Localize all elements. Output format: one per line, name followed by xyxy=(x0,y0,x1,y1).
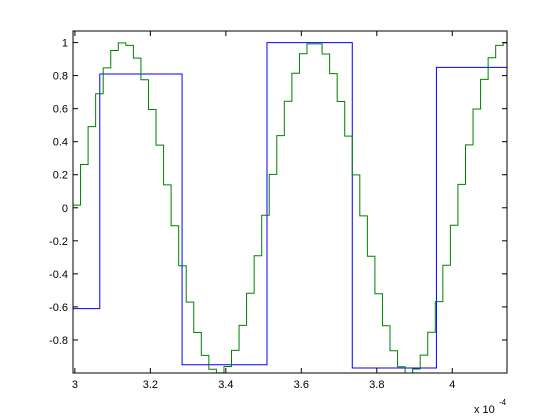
x-tick-label: 3.4 xyxy=(218,379,233,391)
y-tick-label: 1 xyxy=(62,38,68,50)
x-exponent: -4 xyxy=(499,398,507,407)
y-tick-label: -0.2 xyxy=(49,236,68,248)
y-tick-label: 0.2 xyxy=(53,170,68,182)
y-tick-label: -0.4 xyxy=(49,269,68,281)
y-tick-label: 0.4 xyxy=(53,137,68,149)
x-tick-label: 3 xyxy=(72,379,78,391)
series-line xyxy=(73,42,507,373)
x-tick-label: 4 xyxy=(449,379,455,391)
y-tick-label: 0.6 xyxy=(53,104,68,116)
y-tick-label: 0.8 xyxy=(53,71,68,83)
y-tick-label: -0.6 xyxy=(49,302,68,314)
x-tick-label: 3.6 xyxy=(294,379,309,391)
x-tick-label: 3.8 xyxy=(369,379,384,391)
axes-background xyxy=(73,31,507,373)
x-multiplier: x 10 xyxy=(474,404,495,416)
series-line xyxy=(73,42,507,369)
x-tick-label: 3.2 xyxy=(143,379,158,391)
axes-box xyxy=(72,30,508,374)
y-tick-label: 0 xyxy=(62,203,68,215)
y-tick-label: -0.8 xyxy=(49,335,68,347)
plot-area xyxy=(73,42,507,373)
